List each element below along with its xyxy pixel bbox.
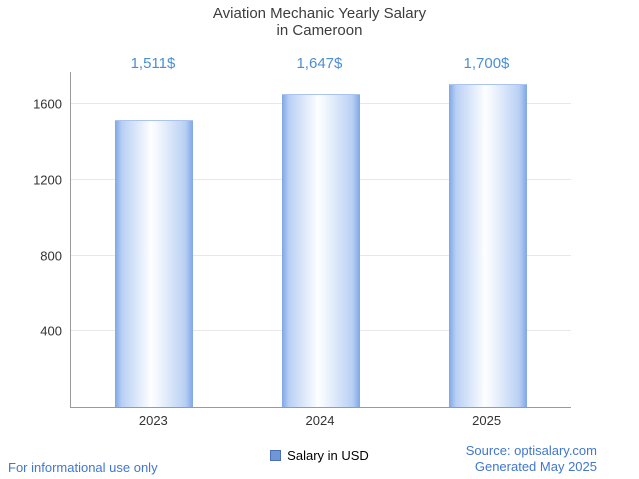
chart-title-line1: Aviation Mechanic Yearly Salary <box>212 5 427 22</box>
chart-title: Aviation Mechanic Yearly Salary in Camer… <box>0 5 639 39</box>
legend-swatch-icon <box>270 450 282 461</box>
value-labels-row: 1,511$ 1,647$ 1,700$ <box>70 55 570 72</box>
legend: Salary in USD <box>0 448 639 463</box>
y-tick-label: 1200 <box>33 172 62 188</box>
x-tick-label: 2024 <box>305 413 335 428</box>
legend-label: Salary in USD <box>287 448 369 463</box>
bar-value-label: 1,700$ <box>463 55 510 72</box>
x-tick-label: 2023 <box>138 413 168 428</box>
bars-row <box>71 72 571 407</box>
source-block: Source: optisalary.com Generated May 202… <box>466 443 597 475</box>
bar-value-label: 1,647$ <box>296 55 343 72</box>
bar-value-label: 1,511$ <box>130 55 176 72</box>
bar-2025 <box>448 84 527 407</box>
plot-area: 400 800 1200 1600 <box>33 72 571 408</box>
y-tick-label: 800 <box>40 248 62 264</box>
disclaimer-text: For informational use only <box>8 460 158 475</box>
y-tick-label: 400 <box>40 323 62 339</box>
source-link[interactable]: Source: optisalary.com <box>465 443 597 458</box>
generated-date: Generated May 2025 <box>474 459 597 474</box>
bar-2023 <box>115 120 194 407</box>
chart-title-line2: in Cameroon <box>276 22 363 39</box>
y-tick-label: 1600 <box>33 96 62 112</box>
x-tick-label: 2025 <box>472 413 502 428</box>
x-axis-labels: 2023 2024 2025 <box>70 413 570 428</box>
bar-2024 <box>281 94 360 407</box>
